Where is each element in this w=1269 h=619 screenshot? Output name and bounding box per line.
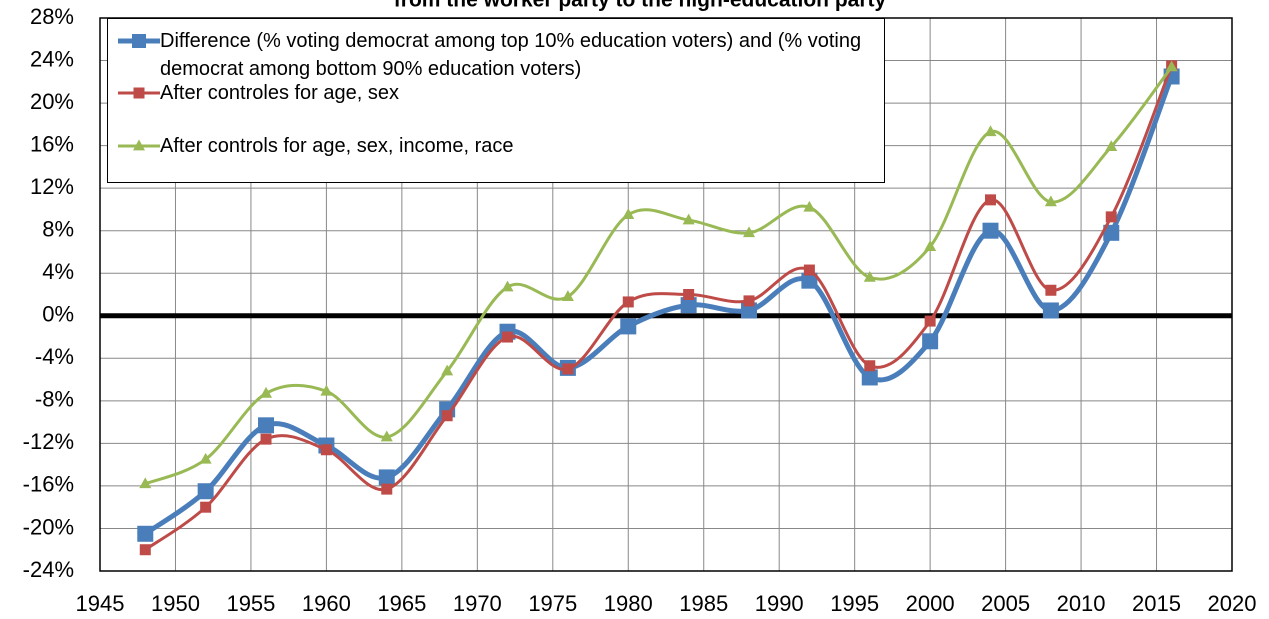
marker	[924, 240, 937, 251]
legend-label: After controles for age, sex	[160, 82, 400, 104]
marker	[260, 386, 273, 398]
marker	[924, 315, 936, 327]
marker	[1044, 195, 1057, 207]
y-tick-label: 0%	[42, 302, 74, 327]
legend-swatch	[118, 139, 160, 151]
marker	[441, 364, 454, 376]
legend-swatch	[118, 87, 160, 99]
marker	[137, 525, 154, 542]
x-tick-label: 1960	[302, 591, 351, 616]
y-tick-label: -4%	[35, 344, 74, 369]
x-tick-label: 2015	[1132, 591, 1181, 616]
marker	[199, 452, 212, 464]
marker	[622, 296, 634, 308]
y-tick-label: -20%	[23, 514, 74, 539]
y-tick-label: 24%	[30, 46, 74, 71]
marker	[320, 444, 332, 456]
marker	[132, 34, 146, 48]
marker	[561, 290, 574, 301]
x-tick-label: 1945	[76, 591, 125, 616]
x-tick-label: 1985	[679, 591, 728, 616]
legend: Difference (% voting democrat among top …	[107, 18, 885, 183]
marker	[922, 333, 939, 350]
marker	[320, 384, 333, 396]
marker	[620, 318, 637, 335]
marker	[682, 213, 695, 225]
x-tick-label: 2005	[981, 591, 1030, 616]
y-tick-label: 8%	[42, 217, 74, 242]
x-tick-label: 1955	[226, 591, 275, 616]
y-tick-label: -12%	[23, 429, 74, 454]
chart-title: from the worker party to the high-educat…	[394, 0, 887, 12]
marker	[864, 360, 876, 372]
legend-label: Difference (% voting democrat among top …	[160, 30, 862, 80]
marker	[803, 264, 815, 276]
marker	[197, 483, 214, 500]
y-tick-label: 20%	[30, 89, 74, 114]
marker	[501, 280, 514, 292]
marker	[380, 430, 393, 442]
marker	[743, 295, 755, 307]
x-tick-label: 1970	[453, 591, 502, 616]
marker	[139, 544, 151, 556]
marker	[258, 417, 275, 434]
marker	[1042, 302, 1059, 319]
marker	[1105, 140, 1118, 151]
marker	[622, 208, 635, 220]
marker	[381, 483, 393, 495]
x-tick-label: 2010	[1057, 591, 1106, 616]
y-tick-label: 12%	[30, 174, 74, 199]
marker	[1103, 224, 1120, 241]
x-tick-label: 1980	[604, 591, 653, 616]
marker	[985, 194, 997, 206]
x-tick-label: 2000	[906, 591, 955, 616]
marker	[861, 369, 878, 386]
marker	[680, 297, 697, 314]
marker	[863, 271, 876, 282]
marker	[683, 289, 695, 300]
marker	[133, 139, 145, 151]
y-tick-label: -24%	[23, 557, 74, 582]
x-tick-label: 1990	[755, 591, 804, 616]
marker	[743, 226, 756, 238]
y-tick-label: -8%	[35, 387, 74, 412]
marker	[139, 477, 152, 489]
legend-label: After controls for age, sex, income, rac…	[160, 135, 514, 157]
y-tick-label: 16%	[30, 131, 74, 156]
legend-swatch	[118, 34, 160, 48]
marker	[982, 222, 999, 239]
marker	[200, 501, 212, 513]
marker	[1165, 60, 1178, 72]
marker	[803, 200, 816, 212]
marker	[562, 363, 574, 375]
marker	[984, 125, 997, 137]
x-tick-label: 2020	[1208, 591, 1257, 616]
marker	[133, 87, 145, 99]
marker	[260, 433, 272, 445]
marker	[378, 469, 395, 486]
x-tick-label: 1950	[151, 591, 200, 616]
marker	[1045, 284, 1057, 296]
x-tick-label: 1995	[830, 591, 879, 616]
marker	[801, 272, 818, 289]
y-tick-label: 4%	[42, 259, 74, 284]
marker	[502, 331, 514, 343]
marker	[441, 410, 453, 422]
x-tick-label: 1965	[377, 591, 426, 616]
y-tick-label: 28%	[30, 4, 74, 29]
x-tick-label: 1975	[528, 591, 577, 616]
marker	[1105, 211, 1117, 223]
y-tick-label: -16%	[23, 472, 74, 497]
marker	[741, 302, 758, 319]
